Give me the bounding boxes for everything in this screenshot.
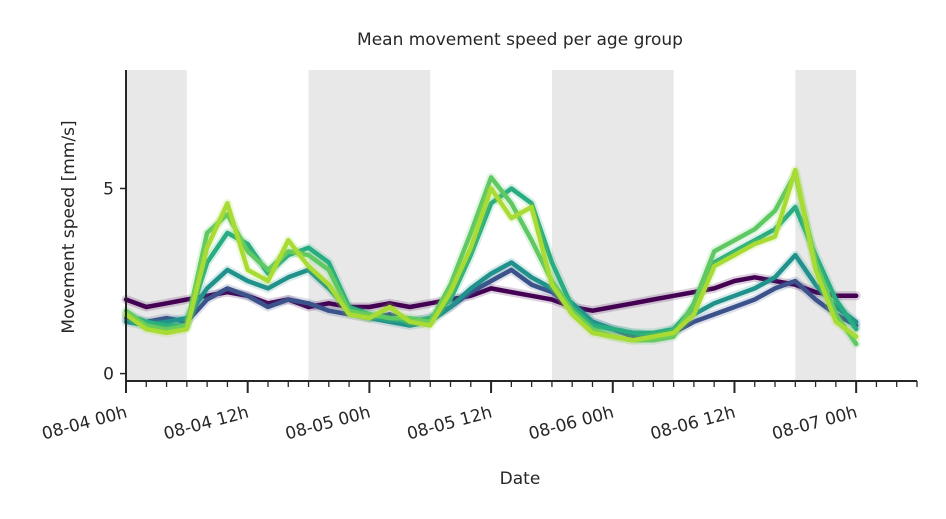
y-axis-label: Movement speed [mm/s] <box>59 120 79 333</box>
y-tick-label-0: 0 <box>103 365 114 385</box>
series-5-line <box>123 171 859 347</box>
x-axis-label: Date <box>500 469 541 489</box>
series-6-line <box>123 167 859 343</box>
night-band-2 <box>308 70 431 381</box>
series-4-line <box>123 186 859 336</box>
series-3-line <box>123 252 859 339</box>
chart-title: Mean movement speed per age group <box>357 30 683 50</box>
y-tick-label-1: 5 <box>103 179 114 199</box>
series-2-line <box>123 267 859 339</box>
series-lines <box>121 165 861 349</box>
